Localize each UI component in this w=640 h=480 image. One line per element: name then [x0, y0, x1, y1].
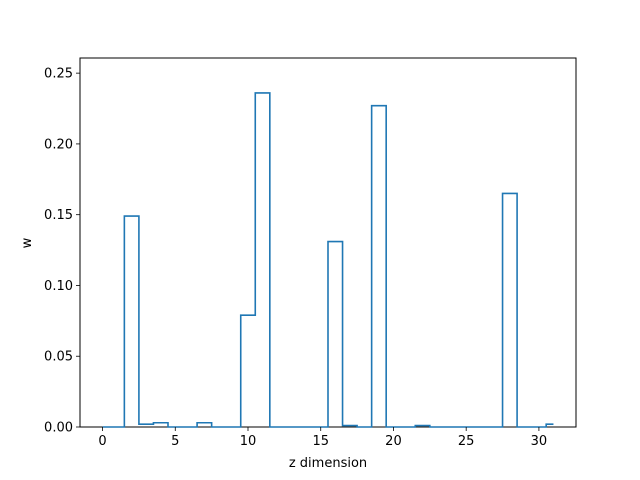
y-tick-label: 0.05 — [44, 350, 73, 365]
x-tick-label: 20 — [385, 434, 402, 449]
x-axis: 0 5 10 15 20 25 30 — [98, 427, 547, 449]
x-tick-label: 25 — [458, 434, 475, 449]
x-tick-label: 15 — [312, 434, 329, 449]
x-tick-label: 0 — [98, 434, 106, 449]
y-axis-label: w — [20, 237, 35, 248]
data-series — [102, 92, 554, 428]
x-tick-label: 5 — [171, 434, 179, 449]
y-tick-label: 0.20 — [44, 137, 73, 152]
y-tick-label: 0.00 — [44, 421, 73, 436]
y-tick-label: 0.15 — [44, 208, 73, 223]
x-tick-label: 30 — [531, 434, 548, 449]
y-axis: 0.00 0.05 0.10 0.15 0.20 0.25 — [44, 67, 80, 436]
x-tick-label: 10 — [240, 434, 257, 449]
x-axis-label: z dimension — [289, 456, 367, 471]
step-line — [102, 92, 554, 428]
y-tick-label: 0.10 — [44, 279, 73, 294]
y-tick-label: 0.25 — [44, 67, 73, 82]
